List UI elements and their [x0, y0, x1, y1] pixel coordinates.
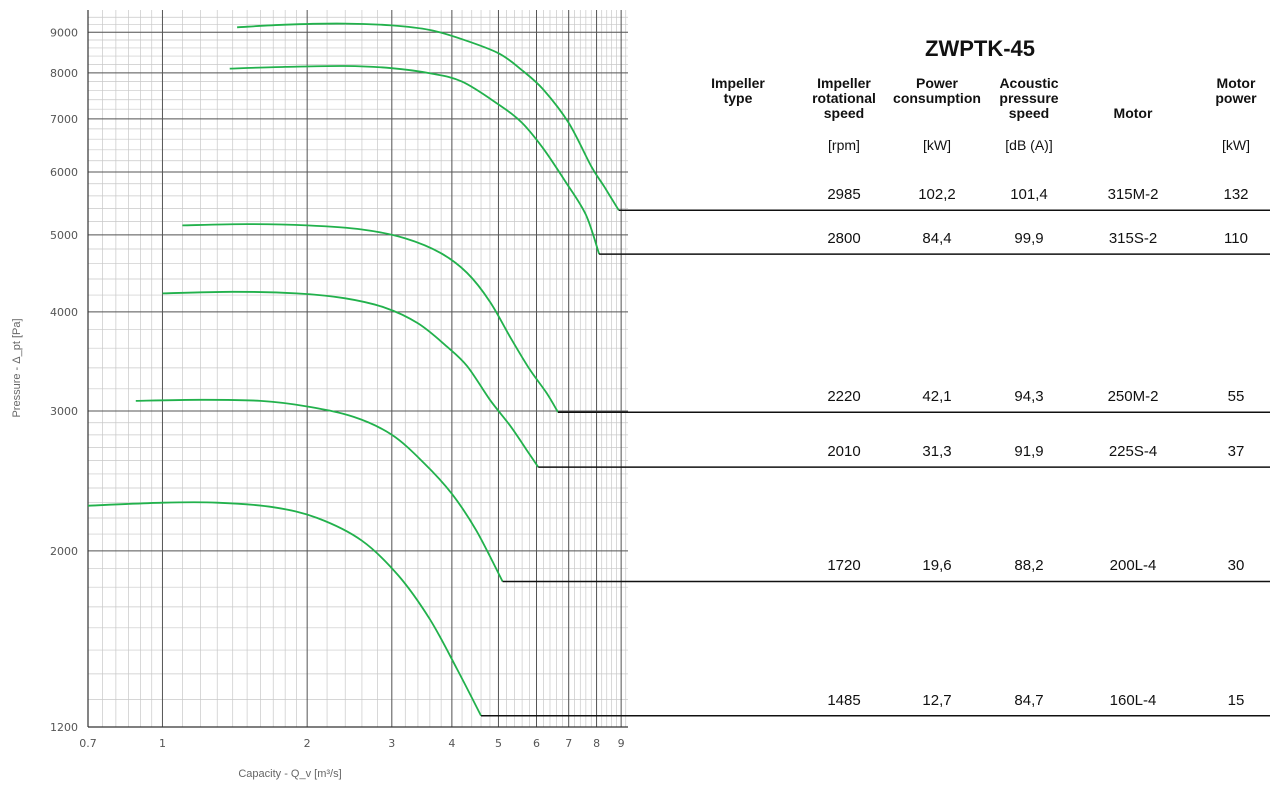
header-label: Power consumption — [893, 75, 981, 106]
y-tick-label: 6000 — [50, 166, 78, 179]
y-tick-label: 2000 — [50, 545, 78, 558]
table-cell-speed: 2010 — [827, 443, 861, 461]
x-tick-label: 6 — [533, 737, 540, 750]
minor-grid — [88, 10, 628, 727]
table-cell-acoustic: 99,9 — [1014, 230, 1044, 248]
header-unit: [rpm] — [828, 137, 860, 153]
table-cell-acoustic: 101,4 — [1010, 186, 1048, 204]
curve-rpm-2985 — [237, 22, 620, 211]
header-label: Motor power — [1215, 75, 1257, 106]
x-tick-label: 5 — [495, 737, 502, 750]
curve-rpm-2010 — [162, 290, 539, 468]
table-cell-speed: 1720 — [827, 557, 861, 575]
y-axis-title: Pressure - Δ_pt [Pa] — [11, 318, 23, 417]
x-tick-label: 3 — [388, 737, 395, 750]
table-cell-acoustic: 94,3 — [1014, 388, 1044, 406]
table-cell-motor-power: 55 — [1227, 388, 1245, 406]
x-tick-label: 1 — [159, 737, 166, 750]
x-axis-ticks: 0.7 1 2 3 4 5 6 7 8 9 — [79, 737, 624, 750]
y-tick-label: 4000 — [50, 306, 78, 319]
table-cell-speed: 2800 — [827, 230, 861, 248]
fan-curves — [87, 22, 620, 717]
major-grid — [87, 10, 628, 728]
y-tick-label: 8000 — [50, 67, 78, 80]
table-cell-motor-power: 15 — [1227, 691, 1245, 709]
table-cell-power: 12,7 — [922, 691, 952, 709]
header-unit: [kW] — [923, 137, 951, 153]
table-cell-power: 19,6 — [922, 557, 952, 575]
header-unit: [dB (A)] — [1005, 137, 1053, 153]
table-cell-motor: 315S-2 — [1108, 230, 1158, 248]
x-tick-label: 2 — [304, 737, 311, 750]
table-cell-power: 102,2 — [918, 186, 956, 204]
table-cell-power: 84,4 — [922, 230, 952, 248]
x-tick-label: 7 — [565, 737, 572, 750]
x-tick-label: 8 — [593, 737, 600, 750]
curve-rpm-2220 — [182, 223, 559, 413]
table-cell-motor-power: 110 — [1224, 230, 1248, 248]
x-axis-title: Capacity - Q_v [m³/s] — [238, 768, 341, 780]
x-tick-label: 4 — [448, 737, 455, 750]
curve-rpm-1485 — [87, 501, 482, 717]
header-unit: [kW] — [1222, 137, 1250, 153]
y-axis-ticks: 1200 2000 3000 4000 5000 6000 7000 8000 9000 — [50, 26, 78, 734]
table-cell-motor: 250M-2 — [1107, 388, 1159, 406]
table-cell-motor: 200L-4 — [1109, 557, 1157, 575]
table-cell-speed: 2220 — [827, 388, 861, 406]
header-label: Impeller rotational speed — [812, 75, 876, 121]
table-cell-motor: 315M-2 — [1107, 186, 1159, 204]
curve-rpm-1720 — [135, 398, 504, 582]
header-label: Motor — [1113, 105, 1153, 121]
table-cell-motor-power: 30 — [1227, 557, 1245, 575]
table-cell-acoustic: 91,9 — [1014, 443, 1044, 461]
table-cell-motor-power: 37 — [1227, 443, 1245, 461]
curve-leader-lines — [481, 209, 1270, 717]
table-cell-acoustic: 84,7 — [1014, 691, 1044, 709]
header-label: Impeller type — [711, 75, 765, 106]
table-cell-speed: 2985 — [827, 186, 861, 204]
table-cell-acoustic: 88,2 — [1014, 557, 1044, 575]
y-tick-label: 7000 — [50, 113, 78, 126]
curve-rpm-2800 — [229, 65, 601, 255]
y-tick-label: 5000 — [50, 229, 78, 242]
y-tick-label: 3000 — [50, 405, 78, 418]
table-cell-power: 42,1 — [922, 388, 952, 406]
y-tick-label: 1200 — [50, 721, 78, 734]
table-title: ZWPTK-45 — [925, 36, 1035, 61]
table-cell-motor: 160L-4 — [1109, 691, 1157, 709]
x-tick-label: 9 — [618, 737, 625, 750]
table-cell-speed: 1485 — [827, 691, 861, 709]
x-tick-label: 0.7 — [79, 737, 97, 750]
y-tick-label: 9000 — [50, 26, 78, 39]
table-cell-motor-power: 132 — [1223, 186, 1249, 204]
table-cell-power: 31,3 — [922, 443, 952, 461]
table-cell-motor: 225S-4 — [1108, 443, 1158, 461]
header-label: Acoustic pressure speed — [999, 75, 1059, 121]
